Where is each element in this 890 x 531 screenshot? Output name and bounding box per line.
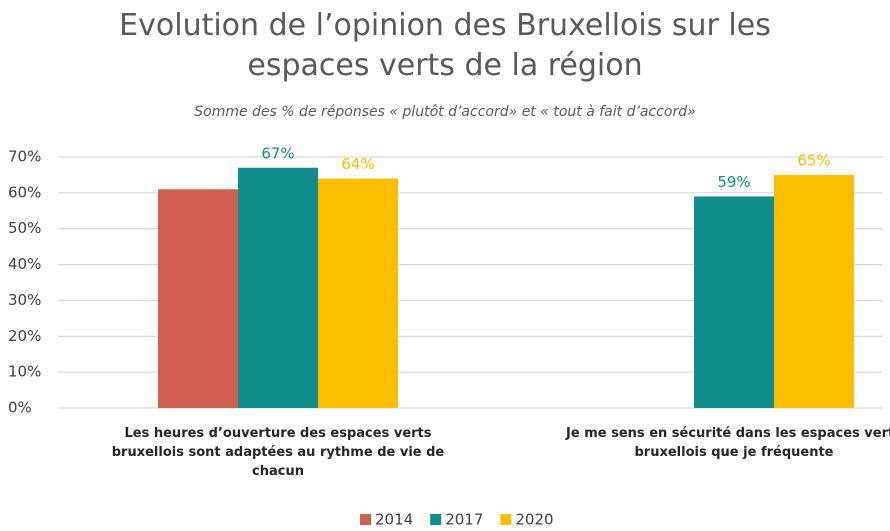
data-label: 64% xyxy=(341,155,374,173)
legend-label: 2017 xyxy=(445,511,483,529)
data-label: 67% xyxy=(261,144,294,162)
chart-title: Evolution de l’opinion des Bruxellois su… xyxy=(119,8,771,83)
x-tick-label: Je me sens en sécurité dans les espaces … xyxy=(566,426,890,460)
bar xyxy=(238,167,318,408)
data-label: 65% xyxy=(797,151,830,169)
y-tick-label: 40% xyxy=(8,255,41,273)
legend-label: 2020 xyxy=(515,511,553,529)
bar xyxy=(774,174,854,408)
y-tick-label: 20% xyxy=(8,327,41,345)
legend-swatch xyxy=(500,514,512,525)
bar xyxy=(318,178,398,408)
chart-subtitle: Somme des % de réponses « plutôt d’accor… xyxy=(194,104,696,120)
data-label: 59% xyxy=(717,173,750,191)
y-tick-label: 10% xyxy=(8,363,41,381)
y-tick-label: 70% xyxy=(8,148,41,166)
bar xyxy=(694,196,774,408)
legend-label: 2014 xyxy=(375,511,413,529)
bar xyxy=(158,189,238,408)
y-tick-label: 30% xyxy=(8,291,41,309)
x-tick-label: Les heures d’ouverture des espaces verts… xyxy=(111,426,445,479)
y-tick-label: 0% xyxy=(8,399,32,417)
legend-swatch xyxy=(360,514,371,525)
y-tick-label: 60% xyxy=(8,183,41,201)
y-tick-label: 50% xyxy=(8,219,41,237)
legend-swatch xyxy=(430,514,442,525)
